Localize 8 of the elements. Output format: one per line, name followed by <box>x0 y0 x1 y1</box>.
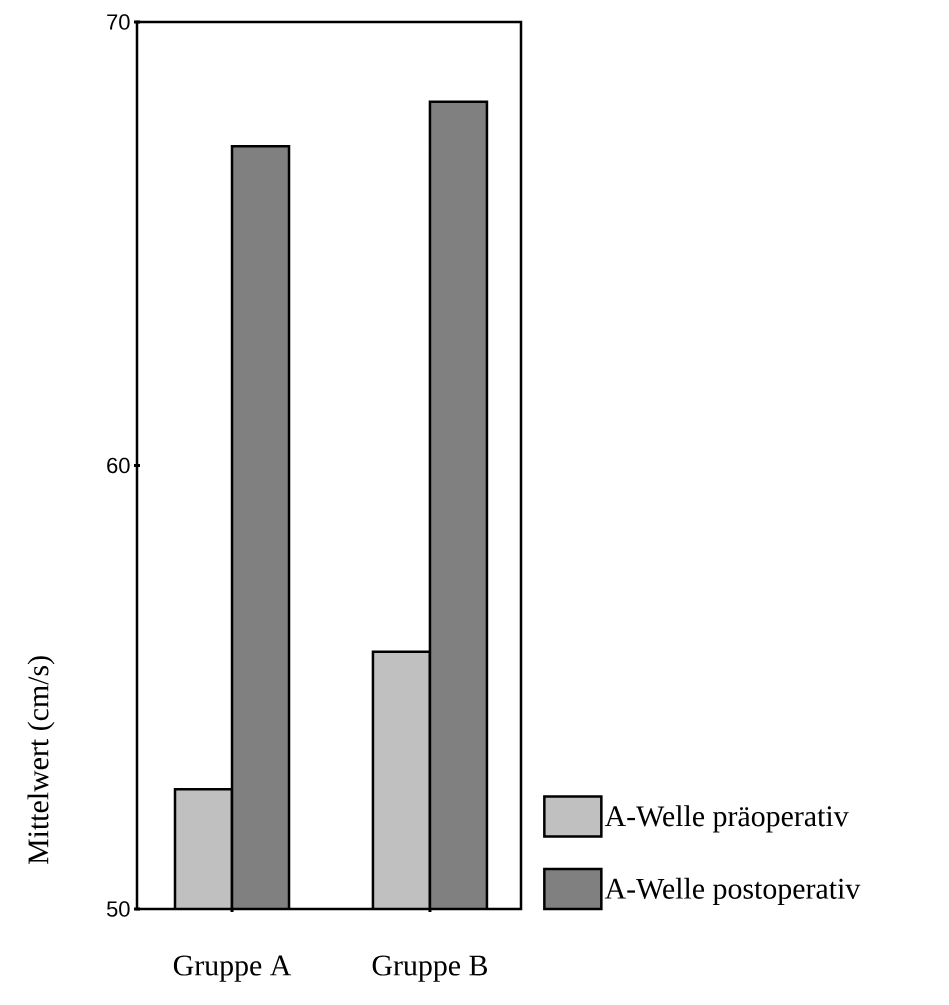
x-tick-label: Gruppe B <box>372 955 487 982</box>
y-tick-label: 60 <box>107 457 130 474</box>
y-axis-title: Mittelwert (cm/s) <box>27 656 55 865</box>
legend-label: A-Welle postoperativ <box>604 877 861 905</box>
y-tick-label: 50 <box>106 901 130 917</box>
y-tick-label: 70 <box>107 14 130 30</box>
legend-label: A-Welle präoperativ <box>604 805 849 833</box>
x-tick-label: Gruppe A <box>173 955 292 982</box>
